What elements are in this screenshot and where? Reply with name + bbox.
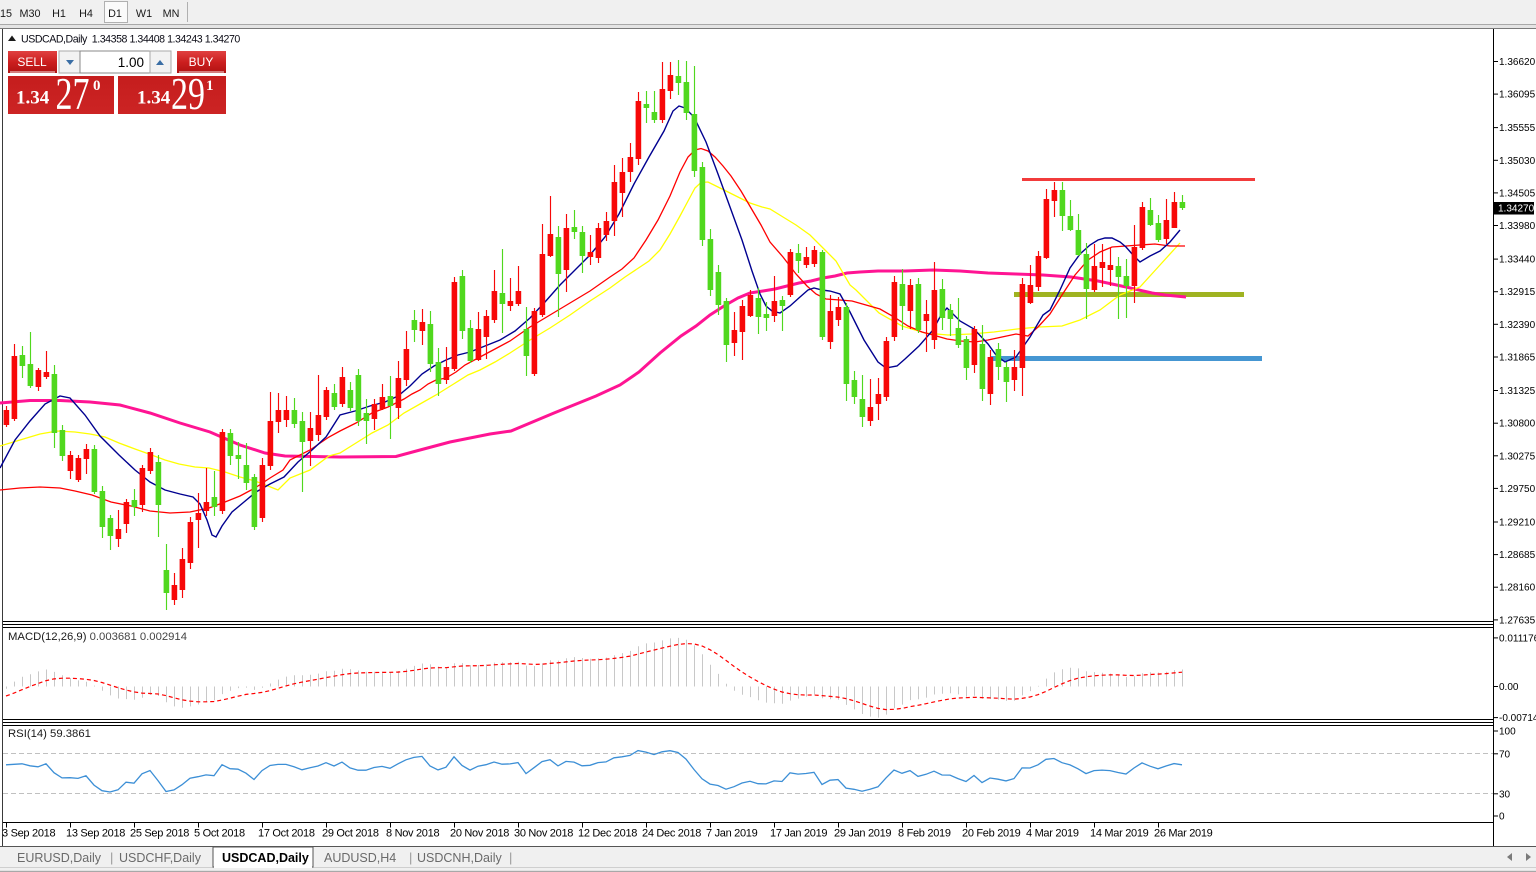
svg-text:MN: MN — [163, 8, 180, 20]
svg-text:1.33980: 1.33980 — [1499, 221, 1536, 232]
svg-text:1.29210: 1.29210 — [1499, 518, 1536, 529]
svg-text:M30: M30 — [19, 8, 40, 20]
svg-text:USDCAD,Daily 1.34358 1.34408: USDCAD,Daily 1.34358 1.34408 1.34243 1.3… — [21, 34, 240, 46]
svg-text:17 Jan 2019: 17 Jan 2019 — [770, 828, 827, 840]
svg-text:1.30800: 1.30800 — [1499, 419, 1536, 430]
svg-text:1.34270: 1.34270 — [1498, 204, 1535, 215]
svg-text:0.00: 0.00 — [1499, 682, 1519, 693]
svg-text:USDCAD,Daily: USDCAD,Daily — [222, 851, 309, 865]
svg-text:29 Jan 2019: 29 Jan 2019 — [834, 828, 891, 840]
svg-text:1.31865: 1.31865 — [1499, 353, 1536, 364]
svg-text:USDCNH,Daily: USDCNH,Daily — [417, 851, 502, 865]
svg-text:1.36620: 1.36620 — [1499, 57, 1536, 68]
svg-text:24 Dec 2018: 24 Dec 2018 — [642, 828, 701, 840]
svg-text:1.34505: 1.34505 — [1499, 188, 1536, 199]
svg-text:4 Mar 2019: 4 Mar 2019 — [1026, 828, 1079, 840]
svg-text:1.31325: 1.31325 — [1499, 386, 1536, 397]
svg-text:1.29750: 1.29750 — [1499, 484, 1536, 495]
svg-text:H1: H1 — [52, 8, 66, 20]
svg-text:0: 0 — [93, 78, 101, 94]
svg-text:1.27635: 1.27635 — [1499, 615, 1536, 626]
svg-text:30 Nov 2018: 30 Nov 2018 — [514, 828, 573, 840]
svg-text:5 Oct 2018: 5 Oct 2018 — [194, 828, 245, 840]
svg-text:EURUSD,Daily: EURUSD,Daily — [17, 851, 102, 865]
svg-text:15: 15 — [0, 8, 12, 20]
svg-text:-0.00714: -0.00714 — [1499, 713, 1536, 724]
svg-text:H4: H4 — [79, 8, 93, 20]
svg-text:1.34: 1.34 — [137, 88, 171, 109]
svg-text:29: 29 — [171, 69, 205, 119]
svg-text:1.32390: 1.32390 — [1499, 320, 1536, 331]
svg-text:12 Dec 2018: 12 Dec 2018 — [578, 828, 637, 840]
svg-text:D1: D1 — [108, 8, 122, 20]
svg-text:8 Nov 2018: 8 Nov 2018 — [386, 828, 439, 840]
svg-text:14 Mar 2019: 14 Mar 2019 — [1090, 828, 1149, 840]
svg-text:SELL: SELL — [17, 55, 47, 69]
svg-text:13 Sep 2018: 13 Sep 2018 — [66, 828, 125, 840]
svg-text:27: 27 — [56, 69, 90, 119]
svg-text:20 Nov 2018: 20 Nov 2018 — [450, 828, 509, 840]
svg-text:|: | — [409, 850, 412, 865]
svg-text:RSI(14) 59.3861: RSI(14) 59.3861 — [8, 728, 91, 740]
svg-text:1.30275: 1.30275 — [1499, 451, 1536, 462]
svg-text:29 Oct 2018: 29 Oct 2018 — [322, 828, 379, 840]
svg-text:1.28160: 1.28160 — [1499, 583, 1536, 594]
svg-text:1: 1 — [206, 78, 214, 94]
svg-text:17 Oct 2018: 17 Oct 2018 — [258, 828, 315, 840]
svg-text:BUY: BUY — [189, 55, 214, 69]
svg-text:20 Feb 2019: 20 Feb 2019 — [962, 828, 1021, 840]
svg-text:26 Mar 2019: 26 Mar 2019 — [1154, 828, 1213, 840]
svg-text:30: 30 — [1499, 789, 1511, 800]
svg-text:1.32915: 1.32915 — [1499, 287, 1536, 298]
svg-text:7 Jan 2019: 7 Jan 2019 — [706, 828, 758, 840]
svg-text:|: | — [509, 850, 512, 865]
svg-text:W1: W1 — [136, 8, 152, 20]
svg-text:100: 100 — [1499, 727, 1516, 738]
svg-text:8 Feb 2019: 8 Feb 2019 — [898, 828, 951, 840]
svg-text:|: | — [110, 850, 113, 865]
svg-text:1.00: 1.00 — [118, 55, 144, 70]
svg-text:1.35555: 1.35555 — [1499, 123, 1536, 134]
svg-text:0: 0 — [1499, 812, 1505, 823]
svg-text:1.34: 1.34 — [16, 88, 50, 109]
svg-text:1.35030: 1.35030 — [1499, 156, 1536, 167]
svg-text:USDCHF,Daily: USDCHF,Daily — [119, 851, 202, 865]
svg-text:70: 70 — [1499, 749, 1511, 760]
svg-text:1.28685: 1.28685 — [1499, 550, 1536, 561]
svg-text:0.011176: 0.011176 — [1499, 633, 1536, 644]
svg-text:AUDUSD,H4: AUDUSD,H4 — [324, 851, 396, 865]
svg-text:MACD(12,26,9) 0.003681 0.00291: MACD(12,26,9) 0.003681 0.002914 — [8, 631, 187, 643]
svg-text:3 Sep 2018: 3 Sep 2018 — [2, 828, 55, 840]
svg-text:1.33440: 1.33440 — [1499, 255, 1536, 266]
svg-text:25 Sep 2018: 25 Sep 2018 — [130, 828, 189, 840]
svg-text:1.36095: 1.36095 — [1499, 90, 1536, 101]
